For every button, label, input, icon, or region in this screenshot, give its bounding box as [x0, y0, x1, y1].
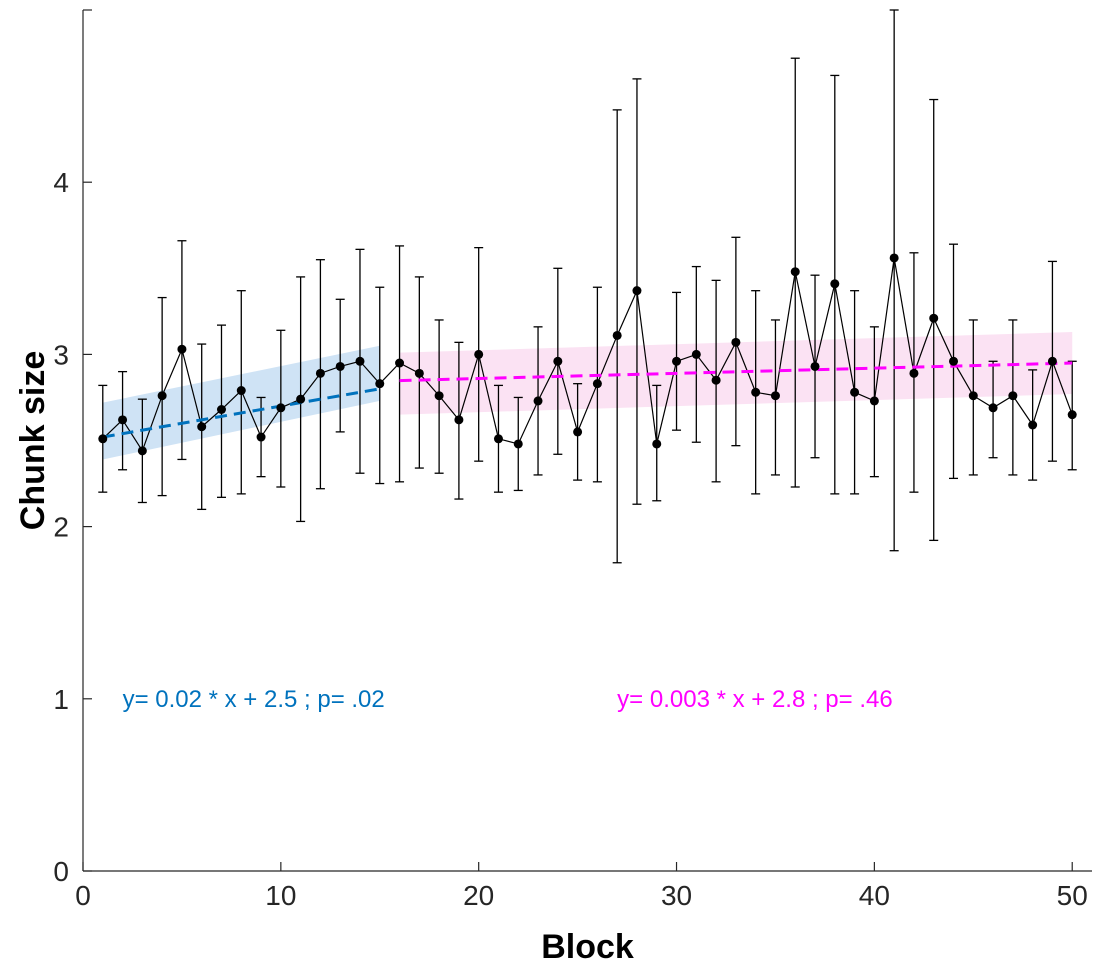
data-point [335, 361, 345, 371]
data-point [216, 405, 226, 415]
x-tick-label: 20 [463, 880, 494, 911]
y-tick-label: 4 [53, 167, 69, 198]
x-axis-title: Block [541, 928, 634, 964]
data-point [434, 391, 444, 401]
data-point [315, 368, 325, 378]
data-point [850, 387, 860, 397]
data-points [98, 253, 1077, 456]
data-point [830, 279, 840, 289]
data-point [414, 368, 424, 378]
fit-equation-label-2: y= 0.003 * x + 2.8 ; p= .46 [617, 686, 893, 713]
data-line [102, 257, 1073, 453]
error-bar [889, 9, 899, 552]
data-point [236, 386, 246, 396]
data-point [909, 368, 919, 378]
y-tick-label: 1 [53, 684, 69, 715]
data-point [573, 427, 583, 437]
data-point [592, 379, 602, 389]
confidence-bands [102, 332, 1073, 460]
data-point [652, 439, 662, 449]
data-point [355, 356, 365, 366]
x-tick-label: 0 [75, 880, 91, 911]
data-point [968, 391, 978, 401]
x-tick-label: 30 [661, 880, 692, 911]
data-point [790, 267, 800, 277]
data-point [296, 394, 306, 404]
data-point [691, 349, 701, 359]
data-point [474, 349, 484, 359]
fit-annotations: y= 0.02 * x + 2.5 ; p= .02 y= 0.003 * x +… [123, 686, 893, 713]
y-tick-label: 0 [53, 856, 69, 887]
data-point [1028, 420, 1038, 430]
y-tick-label: 2 [53, 512, 69, 543]
data-point [493, 434, 503, 444]
data-point [197, 422, 207, 432]
data-point [770, 391, 780, 401]
data-point [632, 286, 642, 296]
data-point [869, 396, 879, 406]
y-tick-label: 3 [53, 339, 69, 370]
y-axis-title: Chunk size [14, 351, 52, 530]
data-point [513, 439, 523, 449]
data-point [98, 434, 108, 444]
data-point [276, 403, 286, 413]
axes: 0 10 20 30 40 50 0 1 2 3 4 [53, 9, 1092, 911]
data-point [672, 356, 682, 366]
data-point [157, 391, 167, 401]
data-point [375, 379, 385, 389]
error-bars [98, 9, 1077, 564]
data-point [553, 356, 563, 366]
data-point [988, 403, 998, 413]
data-point [711, 375, 721, 385]
fit-line-1 [102, 387, 381, 439]
data-point [454, 415, 464, 425]
data-point [612, 330, 622, 340]
data-series-line [102, 257, 1073, 453]
data-point [395, 358, 405, 368]
x-tick-label: 40 [859, 880, 890, 911]
data-point [118, 415, 128, 425]
data-point [533, 396, 543, 406]
x-tick-label: 10 [265, 880, 296, 911]
data-point [256, 432, 266, 442]
data-point [177, 344, 187, 354]
x-tick-label: 50 [1057, 880, 1088, 911]
data-point [751, 387, 761, 397]
data-point [810, 361, 820, 371]
fit-lines [102, 361, 1073, 439]
data-point [731, 337, 741, 347]
data-point [1067, 410, 1077, 420]
data-point [929, 313, 939, 323]
data-point [137, 446, 147, 456]
data-point [1008, 391, 1018, 401]
data-point [889, 253, 899, 263]
data-point [1047, 356, 1057, 366]
fit-line-2 [399, 361, 1073, 383]
fit-equation-label-1: y= 0.02 * x + 2.5 ; p= .02 [123, 686, 385, 713]
data-point [949, 356, 959, 366]
